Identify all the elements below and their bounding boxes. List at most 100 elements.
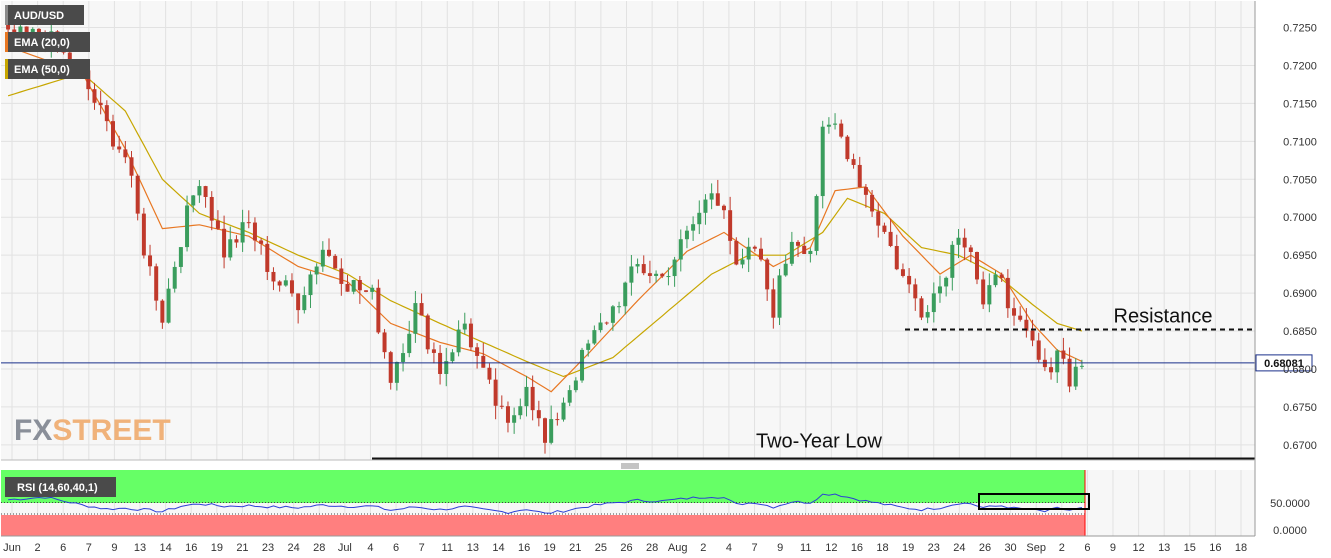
candle xyxy=(401,343,406,372)
candle xyxy=(154,263,159,311)
candle-body xyxy=(1036,340,1041,360)
candle xyxy=(289,273,294,297)
x-tick-label: 7 xyxy=(86,542,92,554)
candle xyxy=(314,263,319,285)
candle-body xyxy=(592,330,597,344)
candle-body xyxy=(246,222,251,224)
candle-body xyxy=(580,349,585,381)
y-tick-label: 0.6950 xyxy=(1283,250,1317,262)
panel-resize-handle[interactable] xyxy=(619,463,641,470)
brand-logo: FXSTREET xyxy=(14,414,171,447)
candle-body xyxy=(666,276,671,278)
candle xyxy=(265,236,270,281)
candle xyxy=(524,375,529,417)
x-tick-label: 7 xyxy=(419,542,425,554)
x-tick-label: 21 xyxy=(569,542,581,554)
x-tick-label: 16 xyxy=(1209,542,1221,554)
x-tick-label: 12 xyxy=(825,542,837,554)
candle xyxy=(1079,359,1084,370)
candle-body xyxy=(721,205,726,211)
legend-swatch-ema50 xyxy=(5,59,8,79)
candle-body xyxy=(141,213,146,256)
candle-body xyxy=(802,245,807,254)
candle-body xyxy=(925,312,930,318)
candle xyxy=(364,290,369,293)
candle-body xyxy=(104,105,109,122)
candle xyxy=(1012,297,1017,326)
candle xyxy=(160,299,165,329)
rsi-oversold-zone xyxy=(1,515,1085,536)
candle-body xyxy=(808,250,813,254)
candle xyxy=(592,325,597,345)
candle xyxy=(789,231,794,266)
candle xyxy=(555,412,560,426)
candle xyxy=(888,218,893,248)
candle xyxy=(894,234,899,271)
candle-body xyxy=(771,289,776,318)
candle xyxy=(333,254,338,269)
legend-box-symbol xyxy=(5,5,84,25)
legend-swatch-ema20 xyxy=(5,32,8,52)
candle-body xyxy=(1061,350,1066,359)
y-tick-label: 0.7000 xyxy=(1283,212,1317,224)
candle-body xyxy=(215,220,220,229)
x-tick-label: 28 xyxy=(646,542,658,554)
y-tick-label: 0.7100 xyxy=(1283,136,1317,148)
candle xyxy=(944,276,949,297)
candle-body xyxy=(635,264,640,267)
candle xyxy=(104,100,109,132)
x-tick-label: 15 xyxy=(1184,542,1196,554)
candle xyxy=(549,405,554,445)
candle xyxy=(493,368,498,420)
candle-body xyxy=(882,225,887,232)
candle xyxy=(209,191,214,231)
candle xyxy=(172,261,177,293)
x-tick-label: 23 xyxy=(262,542,274,554)
x-tick-label: 9 xyxy=(777,542,783,554)
candle-body xyxy=(728,210,733,241)
candle-body xyxy=(684,230,689,240)
candle xyxy=(999,272,1004,282)
candle xyxy=(407,320,412,358)
x-tick-label: 2 xyxy=(1059,542,1065,554)
candle xyxy=(234,235,239,248)
candle xyxy=(752,245,757,252)
candle-body xyxy=(1055,350,1060,373)
candle-body xyxy=(481,355,486,368)
candle-body xyxy=(573,380,578,391)
candle xyxy=(499,395,504,410)
candle-body xyxy=(1024,319,1029,331)
candle xyxy=(228,226,233,261)
candle xyxy=(419,293,424,316)
candle xyxy=(141,207,146,259)
candle xyxy=(425,313,430,354)
candle-body xyxy=(86,70,91,90)
candle-body xyxy=(92,89,97,103)
candle xyxy=(610,305,615,331)
candle xyxy=(919,296,924,321)
candle xyxy=(740,248,745,269)
candle xyxy=(518,398,523,420)
candle-body xyxy=(370,287,375,292)
candle-body xyxy=(1042,359,1047,368)
legend: AUD/USD EMA (20,0) EMA (50,0) xyxy=(5,5,90,79)
candle-body xyxy=(413,303,418,334)
candle xyxy=(604,321,609,326)
candle xyxy=(796,240,801,257)
candle xyxy=(481,342,486,368)
candle-body xyxy=(351,280,356,292)
candle xyxy=(1061,337,1066,365)
candle xyxy=(197,180,202,203)
candle xyxy=(357,275,362,304)
candle xyxy=(129,150,134,188)
candle-body xyxy=(524,386,529,407)
candle-body xyxy=(376,287,381,333)
candle xyxy=(721,204,726,219)
candle-body xyxy=(962,237,967,248)
candle-body xyxy=(172,266,177,289)
resistance-label: Resistance xyxy=(1114,306,1213,328)
candle-body xyxy=(1073,366,1078,387)
rsi-overbought-zone xyxy=(1,470,1085,503)
candle xyxy=(370,284,375,300)
candle-body xyxy=(203,186,208,197)
